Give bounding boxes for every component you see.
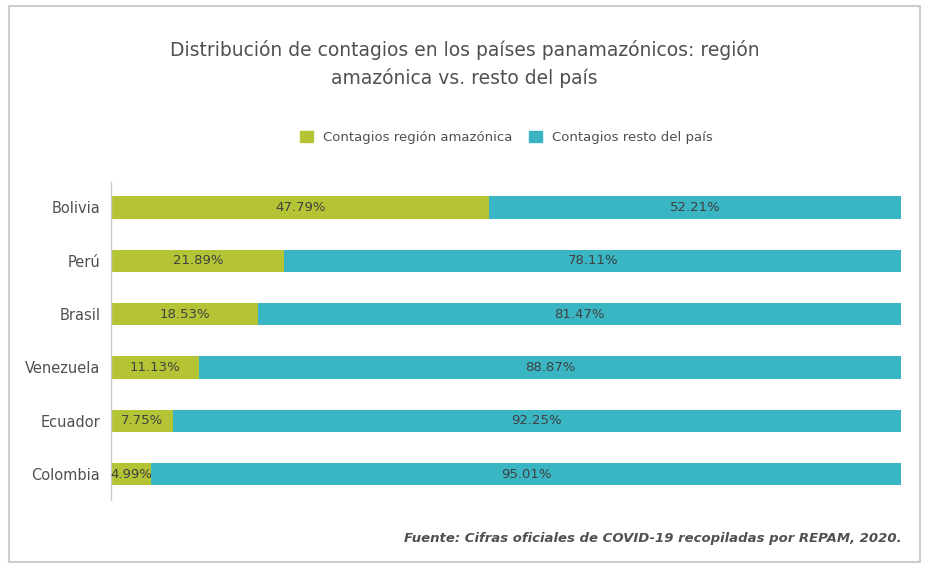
Text: 92.25%: 92.25% (511, 414, 561, 427)
Bar (111, 196, 488, 219)
Bar (111, 410, 173, 432)
Text: 21.89%: 21.89% (173, 254, 223, 268)
Bar (111, 463, 150, 486)
Text: 18.53%: 18.53% (160, 308, 210, 320)
Text: 52.21%: 52.21% (669, 201, 719, 214)
Text: 95.01%: 95.01% (500, 467, 550, 481)
Bar (111, 249, 284, 272)
Bar (200, 356, 900, 379)
Bar (111, 356, 200, 379)
Bar (284, 249, 900, 272)
Text: 4.99%: 4.99% (110, 467, 152, 481)
Text: 81.47%: 81.47% (554, 308, 604, 320)
Text: 47.79%: 47.79% (275, 201, 325, 214)
Text: Distribución de contagios en los países panamazónicos: región
amazónica vs. rest: Distribución de contagios en los países … (170, 40, 758, 88)
Text: 78.11%: 78.11% (567, 254, 617, 268)
Legend: Contagios región amazónica, Contagios resto del país: Contagios región amazónica, Contagios re… (299, 131, 713, 144)
Bar (173, 410, 900, 432)
Bar (258, 303, 900, 325)
Bar (111, 303, 258, 325)
Text: 11.13%: 11.13% (130, 361, 181, 374)
Text: Fuente: Cifras oficiales de COVID-19 recopiladas por REPAM, 2020.: Fuente: Cifras oficiales de COVID-19 rec… (403, 532, 900, 545)
Text: 88.87%: 88.87% (524, 361, 574, 374)
Bar (488, 196, 900, 219)
Text: 7.75%: 7.75% (121, 414, 163, 427)
Bar (150, 463, 900, 486)
